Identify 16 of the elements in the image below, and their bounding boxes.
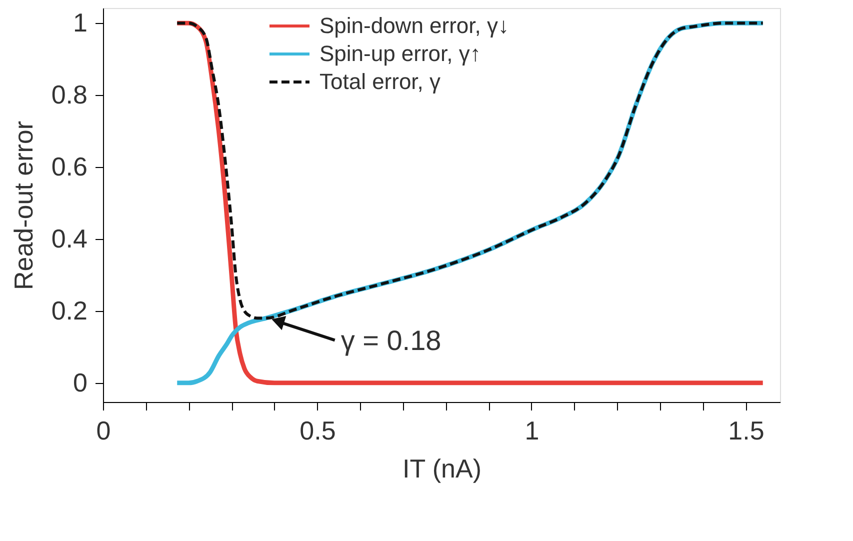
x-tick-label: 1 xyxy=(524,416,540,446)
y-axis-title: Read-out error xyxy=(8,120,38,290)
y-tick-label: 0.2 xyxy=(51,295,88,326)
x-tick-label: 0 xyxy=(96,416,111,446)
y-tick-label: 0.8 xyxy=(51,80,88,110)
legend-label: Spin-down error, γ↓ xyxy=(319,13,510,38)
y-tick-label: 0 xyxy=(73,367,88,398)
legend-label: Spin-up error, γ↑ xyxy=(319,41,481,66)
x-tick-label: 0.5 xyxy=(300,416,336,446)
y-tick-label: 0.6 xyxy=(51,152,88,182)
x-axis-title: IT (nA) xyxy=(402,454,482,484)
y-tick-label: 1 xyxy=(73,8,88,38)
legend-label: Total error, γ xyxy=(319,69,441,94)
x-tick-label: 1.5 xyxy=(728,416,764,446)
y-tick-label: 0.4 xyxy=(51,224,88,254)
annotation: γ = 0.18 xyxy=(340,325,442,356)
